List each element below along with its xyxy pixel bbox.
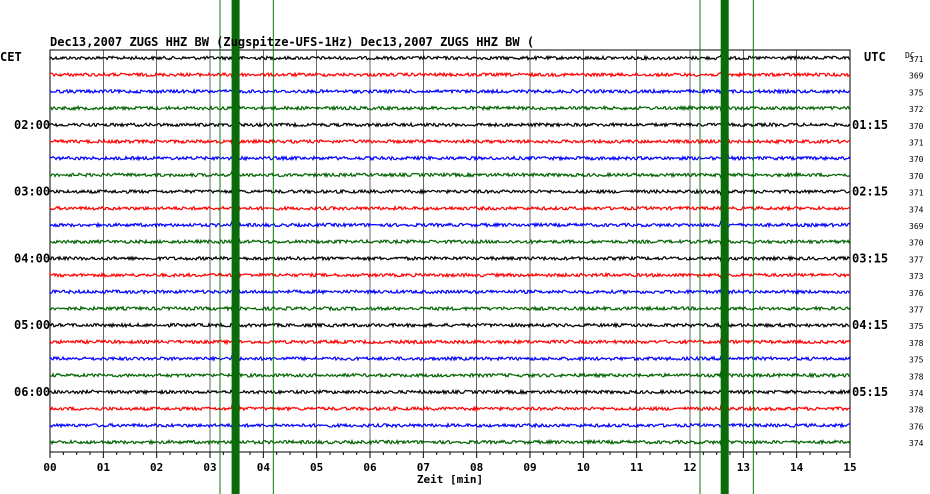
dc-header: DC <box>905 51 915 60</box>
trace-4 <box>49 104 851 114</box>
trace-15 <box>49 287 851 296</box>
trace-3 <box>49 87 851 96</box>
x-tick-label: 15 <box>843 461 856 474</box>
x-tick-label: 04 <box>257 461 271 474</box>
traces <box>49 53 851 448</box>
dc-value: 378 <box>909 406 924 415</box>
chart-title: Dec13,2007 ZUGS HHZ BW (Zugspitze-UFS-1H… <box>50 35 534 49</box>
dc-value: 376 <box>909 422 924 431</box>
dc-value: 371 <box>909 189 924 198</box>
x-tick-label: 09 <box>523 461 536 474</box>
utc-hour-label: 05:15 <box>852 385 888 399</box>
cet-hour-label: 03:00 <box>14 185 50 199</box>
trace-9 <box>49 186 851 197</box>
trace-18 <box>49 336 851 346</box>
x-tick-label: 10 <box>577 461 590 474</box>
event-band <box>231 0 240 494</box>
trace-20 <box>49 369 851 381</box>
x-tick-label: 13 <box>737 461 750 474</box>
x-tick-label: 01 <box>97 461 111 474</box>
event-band <box>720 0 729 494</box>
utc-hour-label: 04:15 <box>852 318 888 332</box>
dc-value: 377 <box>909 306 924 315</box>
dc-value: 370 <box>909 172 924 181</box>
x-tick-label: 06 <box>363 461 377 474</box>
dc-value: 369 <box>909 222 924 231</box>
dc-value: 374 <box>909 205 924 214</box>
dc-value: 374 <box>909 439 924 448</box>
trace-1 <box>49 53 851 62</box>
dc-value: 375 <box>909 322 924 331</box>
trace-8 <box>49 169 851 181</box>
x-tick-label: 02 <box>150 461 163 474</box>
cet-hour-label: 05:00 <box>14 318 50 332</box>
cet-hour-label: 06:00 <box>14 385 50 399</box>
dc-value: 369 <box>909 72 924 81</box>
dc-value: 373 <box>909 272 924 281</box>
dc-value: 370 <box>909 155 924 164</box>
event-markers <box>219 0 754 494</box>
trace-24 <box>49 438 851 448</box>
x-tick-label: 12 <box>683 461 696 474</box>
x-tick-label: 07 <box>417 461 430 474</box>
labels: Dec13,2007 ZUGS HHZ BW (Zugspitze-UFS-1H… <box>0 35 924 486</box>
dc-value: 370 <box>909 239 924 248</box>
left-axis-title: CET <box>0 50 22 64</box>
x-tick-label: 05 <box>310 461 323 474</box>
dc-value: 372 <box>909 105 924 114</box>
x-tick-label: 14 <box>790 461 804 474</box>
utc-hour-label: 03:15 <box>852 251 888 265</box>
grid <box>49 49 851 458</box>
trace-16 <box>49 302 851 314</box>
dc-value: 375 <box>909 88 924 97</box>
x-tick-label: 11 <box>630 461 644 474</box>
right-axis-title: UTC <box>864 50 886 64</box>
trace-21 <box>49 386 851 397</box>
trace-5 <box>49 119 851 129</box>
dc-value: 375 <box>909 356 924 365</box>
x-tick-label: 03 <box>203 461 216 474</box>
x-tick-label: 00 <box>43 461 56 474</box>
cet-hour-label: 04:00 <box>14 251 50 265</box>
trace-10 <box>49 203 851 213</box>
utc-hour-label: 01:15 <box>852 118 888 132</box>
x-tick-label: 08 <box>470 461 483 474</box>
trace-23 <box>49 420 850 432</box>
dc-value: 377 <box>909 255 924 264</box>
dc-value: 371 <box>909 55 924 64</box>
trace-17 <box>49 319 851 331</box>
dc-value: 370 <box>909 122 924 131</box>
trace-13 <box>49 254 851 265</box>
trace-2 <box>49 70 851 79</box>
trace-7 <box>49 152 851 162</box>
dc-value: 376 <box>909 289 924 298</box>
cet-hour-label: 02:00 <box>14 118 50 132</box>
dc-value: 378 <box>909 372 924 381</box>
trace-22 <box>49 403 851 414</box>
trace-14 <box>49 270 851 281</box>
trace-11 <box>49 218 851 230</box>
trace-12 <box>49 236 851 247</box>
dc-value: 371 <box>909 139 924 148</box>
dc-value: 378 <box>909 339 924 348</box>
trace-6 <box>49 137 851 146</box>
dc-value: 374 <box>909 389 924 398</box>
x-axis-label: Zeit [min] <box>417 473 483 486</box>
utc-hour-label: 02:15 <box>852 185 888 199</box>
trace-19 <box>49 353 851 364</box>
